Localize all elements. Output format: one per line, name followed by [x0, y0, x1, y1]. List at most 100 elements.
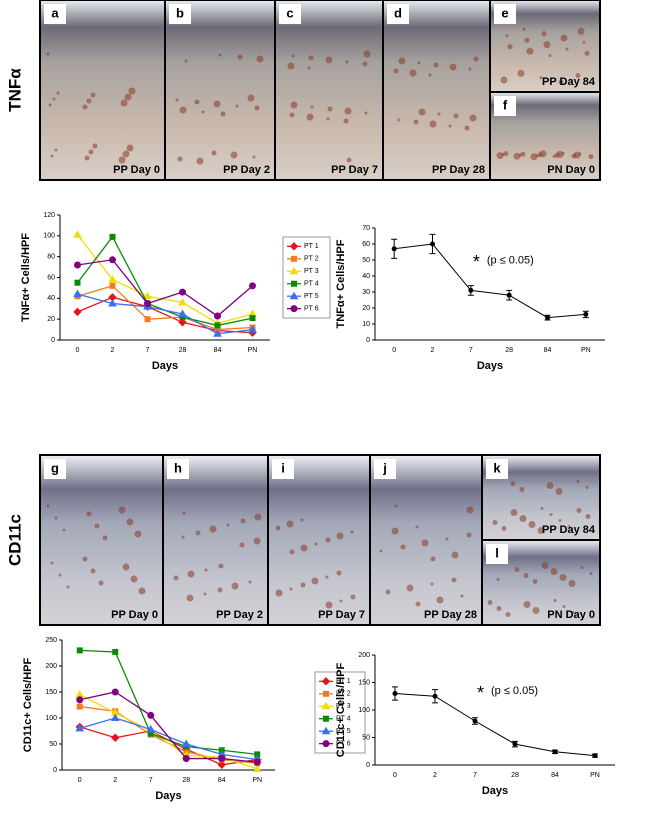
stain-spot [88, 149, 94, 155]
stain-spot [394, 504, 398, 508]
micrograph [162, 454, 269, 626]
stain-spot [182, 511, 186, 515]
legend-box [282, 236, 331, 319]
point [76, 647, 83, 654]
stain-spot [56, 91, 60, 95]
stain-spot [275, 589, 283, 597]
stain-spot [464, 125, 470, 131]
series-line [77, 293, 253, 335]
series-line [79, 691, 258, 763]
panel-letter: g [51, 460, 59, 475]
point [73, 289, 82, 298]
legend-marker [322, 740, 330, 748]
panel-letter: b [176, 5, 184, 20]
stain-spot [230, 151, 238, 159]
stain-spot [218, 563, 224, 569]
stain-spot [52, 97, 56, 101]
stain-spot [310, 105, 314, 109]
stain-spot [524, 37, 530, 43]
stain-spot [571, 611, 575, 614]
stain-spot [350, 530, 354, 534]
point [248, 325, 257, 333]
panel-letter: f [503, 97, 508, 112]
stain-spot [571, 153, 577, 159]
stain-spot [209, 525, 217, 533]
stain-spot [187, 570, 195, 578]
series-line [77, 296, 253, 334]
stain-spot [520, 151, 526, 157]
point [179, 288, 186, 296]
stain-spot [86, 511, 92, 517]
point [583, 311, 589, 317]
point [110, 713, 120, 721]
point [512, 741, 518, 747]
stain-spot [523, 601, 531, 608]
panel-letter-box [169, 4, 191, 24]
series-line [77, 259, 253, 317]
series-line [79, 694, 258, 770]
x-tick-label: 28 [179, 347, 187, 354]
x-tick-label: PN [581, 347, 591, 354]
x-tick-label: PN [248, 347, 258, 354]
stain-spot [173, 575, 179, 581]
stain-spot [436, 596, 444, 604]
stain-spot [517, 69, 525, 77]
stain-spot [286, 520, 294, 528]
y-tick-label: 200 [45, 663, 57, 670]
y-tick-label: 40 [362, 273, 370, 280]
stain-spot [496, 578, 500, 581]
point [218, 755, 226, 763]
stain-spot [400, 544, 406, 550]
stain-spot [548, 54, 552, 58]
stain-spot [576, 508, 582, 513]
stain-spot [537, 527, 545, 534]
stain-spot [541, 31, 547, 37]
point [73, 307, 82, 317]
stain-spot [415, 525, 419, 529]
stain-spot [487, 600, 493, 605]
stain-spot [445, 537, 449, 541]
y-tick-label: 80 [47, 254, 55, 261]
stain-spot [418, 108, 426, 116]
stain-spot [514, 567, 520, 572]
point [217, 760, 226, 770]
point [75, 723, 85, 732]
panel-letter-box [44, 4, 66, 24]
stain-spot [120, 99, 128, 107]
stain-spot [577, 27, 585, 35]
stain-spot [540, 507, 544, 510]
annotation-mark: * [473, 252, 480, 272]
stain-spot [213, 100, 221, 108]
stain-spot [86, 98, 92, 104]
stain-spot [575, 73, 581, 79]
stain-spot [379, 549, 383, 553]
stain-spot [248, 580, 252, 584]
stain-spot [325, 56, 333, 64]
stain-spot [98, 580, 104, 586]
stain-spot [177, 156, 183, 162]
stain-spot [181, 535, 185, 539]
legend-label: PT 5 [336, 728, 351, 735]
point [391, 246, 397, 252]
point [111, 688, 119, 696]
stain-spot [300, 544, 308, 552]
stain-spot [409, 69, 417, 77]
stain-spot [343, 118, 349, 124]
stain-spot [128, 87, 136, 95]
stain-spot [201, 110, 205, 114]
stain-spot [90, 92, 96, 98]
series-line [77, 285, 253, 331]
legend-marker [321, 677, 331, 686]
point [506, 292, 512, 298]
stain-spot [287, 62, 295, 70]
panel-letter: e [501, 5, 508, 20]
stain-spot [300, 518, 304, 522]
series-line [394, 693, 596, 757]
y-tick-label: 60 [47, 274, 55, 281]
point [472, 718, 478, 724]
legend-marker [321, 726, 331, 735]
legend-marker [291, 280, 297, 287]
stain-spot [82, 104, 88, 110]
stain-spot [253, 537, 261, 545]
legend-label: PT 5 [304, 293, 319, 300]
